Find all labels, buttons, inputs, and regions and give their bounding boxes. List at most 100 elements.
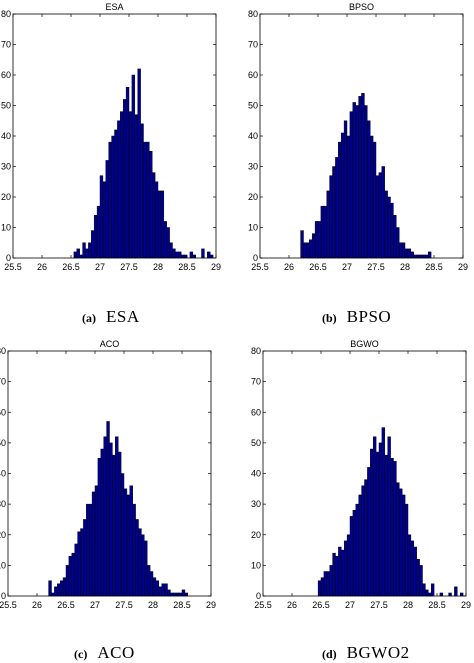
histogram-bar [454, 586, 458, 597]
plot-title: ESA [105, 2, 123, 12]
histogram-bar [396, 482, 400, 597]
x-tick-label: 27 [95, 262, 105, 272]
histogram-bar [112, 454, 116, 597]
histogram-bar [125, 86, 130, 259]
caption-c: (c) ACO [74, 643, 135, 663]
y-tick-label: 10 [0, 560, 6, 570]
caption-d: (d) BGWO2 [322, 643, 410, 663]
y-tick-label: 20 [0, 530, 6, 540]
histogram-bar [141, 534, 145, 597]
histogram-bar [367, 467, 371, 597]
y-tick-label: 30 [251, 499, 261, 509]
histogram-bar [166, 227, 170, 259]
histogram-bar [303, 242, 307, 259]
histogram-bar [152, 577, 157, 597]
histogram-bar [51, 592, 55, 597]
histogram-bar [103, 436, 107, 597]
histogram-bar [120, 473, 125, 597]
x-tick-label: 27.5 [120, 262, 138, 272]
histogram-bar [108, 141, 112, 259]
caption-c-tag: (c) [74, 647, 88, 661]
histogram-bar [209, 254, 214, 259]
x-tick-label: 25.5 [4, 262, 22, 272]
histogram-bar [425, 254, 429, 259]
x-tick-label: 26.5 [309, 262, 327, 272]
histogram-bar [143, 141, 147, 259]
histogram-bar [410, 540, 415, 597]
histogram-bar [340, 132, 345, 259]
histogram-bar [76, 248, 80, 259]
histogram-bar [167, 589, 171, 597]
histogram-bar [323, 205, 327, 259]
x-tick-label: 27 [90, 600, 100, 610]
histogram-bar [96, 205, 101, 259]
y-tick-label: 80 [251, 346, 261, 356]
histogram-bar [154, 181, 159, 259]
caption-d-tag: (d) [322, 647, 337, 661]
x-tick-label: 26 [32, 600, 42, 610]
histogram-bar [369, 135, 374, 259]
x-tick-label: 29 [461, 600, 471, 610]
histogram-bar [172, 248, 176, 259]
histogram-bar [427, 251, 432, 259]
histogram-bar [372, 436, 377, 597]
x-tick-label: 27 [342, 262, 352, 272]
x-tick-label: 25.5 [0, 600, 17, 610]
histogram-bar [416, 254, 420, 259]
histogram-bar [329, 175, 333, 259]
histogram-bar [138, 528, 142, 597]
histogram-bar [439, 592, 444, 597]
histogram-plot-3: 25.5 26 26.5 27 27.5 28 28.5 29 0 10 20 30 40 50 60 70 8… [251, 339, 471, 610]
histogram-bar [54, 586, 58, 597]
histogram-bar [180, 254, 185, 259]
histogram-bar [144, 540, 148, 597]
y-tick-label: 60 [1, 70, 11, 80]
plot-title: ACO [100, 339, 120, 349]
x-tick-label: 27.5 [370, 600, 388, 610]
histogram-bar [79, 254, 83, 259]
histogram-bar [192, 254, 196, 259]
histogram-bar [375, 451, 380, 597]
histogram-bar [175, 592, 180, 597]
y-tick-label: 0 [256, 591, 261, 601]
y-tick-label: 60 [0, 407, 6, 417]
histogram-bar [99, 175, 104, 259]
histogram-bar [57, 583, 61, 597]
y-tick-label: 80 [1, 9, 11, 19]
histogram-bar [419, 565, 423, 597]
y-tick-label: 0 [6, 253, 11, 263]
histogram-bar [401, 494, 406, 597]
y-tick-label: 50 [1, 101, 11, 111]
y-tick-label: 70 [1, 40, 11, 50]
x-tick-label: 26 [284, 262, 294, 272]
histogram-bar [178, 251, 182, 259]
histogram-bar [74, 543, 78, 597]
caption-b-name: BPSO [346, 307, 392, 326]
histogram-bar [173, 592, 177, 597]
histogram-bar [86, 503, 90, 597]
y-tick-label: 80 [248, 9, 258, 19]
histogram-bar [326, 571, 330, 597]
histogram-bar [105, 160, 109, 259]
histogram-bar [352, 510, 357, 597]
histogram-bar [178, 592, 183, 597]
y-tick-label: 60 [251, 407, 261, 417]
histogram-bar [106, 421, 110, 597]
histogram-bar [459, 592, 464, 597]
histogram-bar [59, 580, 64, 597]
y-tick-label: 30 [248, 162, 258, 172]
histogram-bar [115, 436, 119, 597]
histogram-bar [183, 254, 188, 259]
histogram-bar [338, 546, 342, 597]
histogram-bar [149, 151, 153, 259]
histogram-bar [422, 583, 426, 597]
histogram-bar [428, 592, 432, 597]
histogram-bar [381, 166, 385, 259]
histogram-bar [85, 248, 89, 259]
histogram-bar [419, 254, 423, 259]
histogram-bar [364, 479, 368, 597]
histogram-bar [160, 190, 165, 259]
histogram-bar [129, 485, 133, 597]
